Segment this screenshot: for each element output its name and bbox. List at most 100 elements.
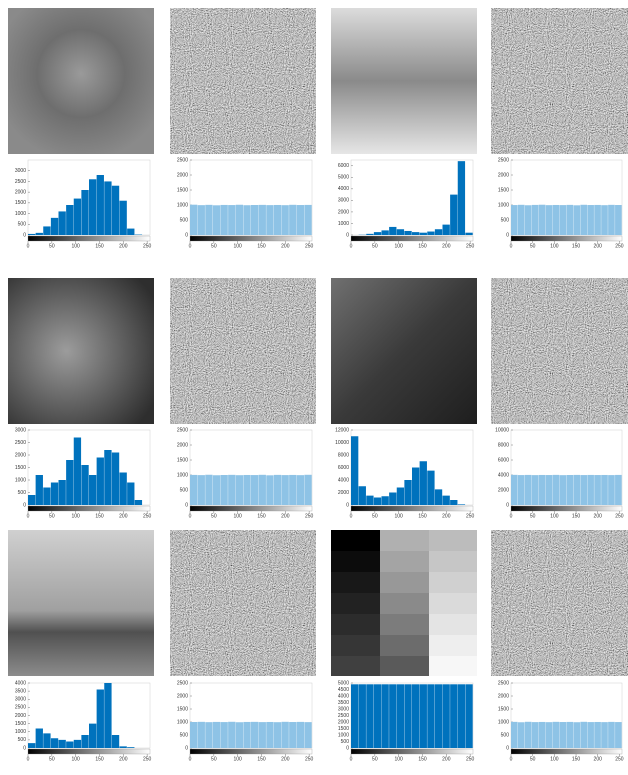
x-tick-label: 100 — [71, 513, 80, 519]
x-tick-label: 0 — [189, 243, 192, 249]
colorbar — [28, 749, 150, 754]
bar — [28, 495, 35, 505]
bar — [297, 475, 304, 505]
bar — [213, 475, 220, 505]
bar — [594, 205, 601, 235]
y-tick-label: 1500 — [498, 187, 509, 193]
bar — [443, 225, 450, 235]
bar — [297, 722, 304, 748]
bar — [112, 186, 119, 235]
bar — [127, 483, 134, 506]
y-tick-label: 4500 — [338, 687, 349, 693]
y-tick-label: 2500 — [338, 713, 349, 719]
y-tick-label: 2000 — [177, 172, 188, 178]
bar — [282, 722, 289, 748]
bar — [266, 722, 273, 748]
bar — [289, 205, 296, 235]
bar — [443, 684, 450, 748]
bar — [66, 742, 73, 749]
x-tick-label: 200 — [442, 243, 451, 249]
y-tick-label: 3000 — [15, 697, 26, 703]
y-tick-label: 500 — [180, 732, 189, 738]
y-tick-label: 2000 — [498, 172, 509, 178]
bar — [366, 496, 373, 505]
bar — [458, 684, 465, 748]
y-tick-label: 1000 — [498, 719, 509, 725]
y-tick-label: 3500 — [15, 688, 26, 694]
bar — [266, 475, 273, 505]
x-tick-label: 200 — [281, 513, 290, 519]
x-tick-label: 200 — [442, 756, 451, 762]
bar — [259, 205, 266, 235]
bar — [412, 468, 419, 506]
y-tick-label: 8000 — [338, 452, 349, 458]
y-tick-label: 0 — [23, 502, 26, 508]
x-tick-label: 50 — [211, 756, 217, 762]
y-tick-label: 1500 — [15, 200, 26, 206]
y-tick-label: 2000 — [498, 487, 509, 493]
x-tick-label: 100 — [394, 243, 403, 249]
bar — [615, 475, 622, 505]
y-tick-label: 10000 — [335, 440, 349, 446]
x-tick-label: 150 — [572, 756, 581, 762]
y-tick-label: 500 — [18, 222, 27, 228]
bar — [81, 735, 88, 748]
y-tick-label: 1000 — [338, 221, 349, 227]
x-tick-label: 250 — [305, 243, 314, 249]
bar — [205, 205, 212, 235]
x-tick-label: 150 — [257, 243, 266, 249]
x-tick-label: 150 — [418, 243, 427, 249]
y-tick-label: 4000 — [498, 472, 509, 478]
bar — [351, 684, 358, 748]
colorbar — [28, 506, 150, 511]
cipher-image — [491, 278, 628, 424]
y-tick-label: 2500 — [15, 440, 26, 446]
bar — [420, 684, 427, 748]
y-tick-label: 5000 — [338, 175, 349, 181]
y-tick-label: 0 — [23, 232, 26, 238]
y-tick-label: 6000 — [338, 163, 349, 169]
x-tick-label: 0 — [189, 756, 192, 762]
bar — [532, 722, 539, 748]
bar — [274, 205, 281, 235]
y-tick-label: 2500 — [15, 705, 26, 711]
x-tick-label: 200 — [594, 513, 603, 519]
y-tick-label: 10000 — [495, 427, 509, 433]
x-tick-label: 200 — [119, 513, 128, 519]
bar — [89, 475, 96, 505]
bar — [389, 227, 396, 235]
x-tick-label: 50 — [372, 513, 378, 519]
bar — [435, 229, 442, 235]
bar — [382, 684, 389, 748]
x-tick-label: 0 — [350, 756, 353, 762]
x-tick-label: 250 — [143, 756, 152, 762]
bar — [289, 475, 296, 505]
bar — [553, 205, 560, 235]
y-tick-label: 2500 — [15, 179, 26, 185]
bar — [580, 722, 587, 748]
bar — [580, 205, 587, 235]
bar — [427, 471, 434, 505]
bar — [243, 205, 250, 235]
x-tick-label: 250 — [143, 513, 152, 519]
airplane-image — [331, 8, 477, 154]
bar — [228, 722, 235, 748]
bar — [615, 722, 622, 748]
bar — [51, 483, 58, 506]
y-tick-label: 3000 — [338, 198, 349, 204]
bar — [539, 722, 546, 748]
x-tick-label: 50 — [49, 756, 55, 762]
bar — [573, 475, 580, 505]
y-tick-label: 2500 — [177, 680, 188, 686]
bar — [236, 475, 243, 505]
bar — [382, 496, 389, 505]
bar — [404, 684, 411, 748]
x-tick-label: 250 — [305, 513, 314, 519]
bar — [412, 684, 419, 748]
y-tick-label: 500 — [180, 217, 189, 223]
y-tick-label: 1500 — [338, 726, 349, 732]
